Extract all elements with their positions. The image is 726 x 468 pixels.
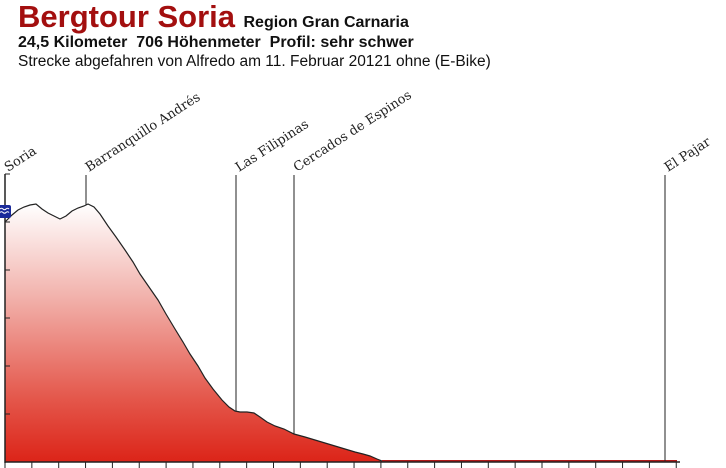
tour-stats: 24,5 Kilometer 706 Höhenmeter Profil: se…: [18, 34, 414, 51]
water-icon: [0, 205, 11, 218]
waypoint-label: El Pajar: [662, 134, 714, 175]
waypoint-label: Cercados de Espinos: [291, 88, 414, 175]
waypoint-label: Barranquillo Andrés: [83, 90, 203, 175]
elevation-area: [4, 203, 677, 462]
x-axis-ticks: [4, 462, 677, 468]
tour-header: Bergtour Soria Region Gran Carnaria 24,5…: [18, 0, 491, 72]
region-label: Region Gran Carnaria: [243, 14, 409, 31]
y-axis-ticks: [5, 173, 10, 463]
waypoint-label: Soria: [2, 144, 40, 176]
tour-title: Bergtour Soria: [18, 0, 236, 34]
elevation-line: [4, 203, 677, 462]
tour-subtitle: Strecke abgefahren von Alfredo am 11. Fe…: [18, 53, 491, 70]
title-row: Bergtour Soria Region Gran Carnaria: [18, 0, 491, 34]
elevation-fill: [5, 204, 677, 462]
